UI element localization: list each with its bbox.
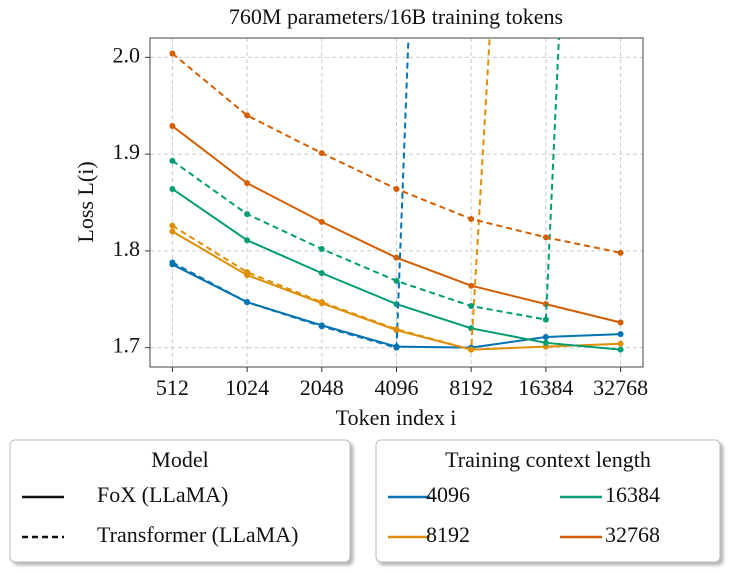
series-marker xyxy=(468,346,475,353)
series-marker xyxy=(169,157,176,164)
series-marker xyxy=(393,326,400,333)
series-marker xyxy=(244,211,251,218)
legend-title: Model xyxy=(151,447,208,472)
x-tick-label: 512 xyxy=(156,375,189,400)
x-axis-label: Token index i xyxy=(336,405,457,430)
series-marker xyxy=(244,299,251,306)
chart-title: 760M parameters/16B training tokens xyxy=(229,4,563,29)
plot-series xyxy=(169,38,624,353)
x-tick-label: 32768 xyxy=(593,375,648,400)
x-tick-label: 2048 xyxy=(300,375,344,400)
plot-frame xyxy=(149,37,644,368)
y-tick-label: 1.9 xyxy=(113,139,141,164)
x-tick-label: 8192 xyxy=(449,375,493,400)
x-tick-label: 1024 xyxy=(225,375,269,400)
series-marker xyxy=(617,346,624,353)
series-marker xyxy=(542,339,549,346)
series-marker xyxy=(468,215,475,222)
legend-label: 4096 xyxy=(426,482,470,507)
series-marker xyxy=(169,259,176,266)
x-tick-label: 4096 xyxy=(375,375,419,400)
legend-box xyxy=(375,439,721,563)
series-marker xyxy=(244,112,251,119)
y-tick-label: 1.7 xyxy=(113,333,141,358)
series-line xyxy=(171,38,491,351)
series-marker xyxy=(318,270,325,277)
series-marker xyxy=(318,323,325,330)
series-marker xyxy=(169,50,176,57)
legend-label: 16384 xyxy=(605,482,660,507)
series-marker xyxy=(169,228,176,235)
legend-label: 8192 xyxy=(426,522,470,547)
series-marker xyxy=(169,123,176,130)
y-tick-label: 1.8 xyxy=(113,236,141,261)
series-marker xyxy=(393,344,400,351)
series-marker xyxy=(318,299,325,306)
series-marker xyxy=(468,282,475,289)
series-marker xyxy=(542,334,549,341)
series-marker xyxy=(617,249,624,256)
series-marker xyxy=(393,185,400,192)
y-axis-label: Loss L(i) xyxy=(73,161,98,242)
series-marker xyxy=(393,277,400,284)
series-marker xyxy=(244,237,251,244)
series-marker xyxy=(318,218,325,225)
series-marker xyxy=(468,303,475,310)
series-marker xyxy=(169,222,176,229)
series-marker xyxy=(244,180,251,187)
series-marker xyxy=(617,319,624,326)
series-marker xyxy=(318,245,325,252)
series-marker xyxy=(318,150,325,157)
legend-title: Training context length xyxy=(445,447,651,472)
series-marker xyxy=(244,269,251,276)
series-marker xyxy=(617,340,624,347)
series-marker xyxy=(542,316,549,323)
series-marker xyxy=(169,185,176,192)
y-tick-label: 2.0 xyxy=(113,42,141,67)
legend-label: Transformer (LLaMA) xyxy=(97,522,298,547)
series-marker xyxy=(617,331,624,338)
x-tick-label: 16384 xyxy=(518,375,573,400)
series-marker xyxy=(393,254,400,261)
legend-label: 32768 xyxy=(605,522,660,547)
series-marker xyxy=(542,234,549,241)
legend-box xyxy=(9,439,351,563)
legend-label: FoX (LLaMA) xyxy=(97,482,228,507)
